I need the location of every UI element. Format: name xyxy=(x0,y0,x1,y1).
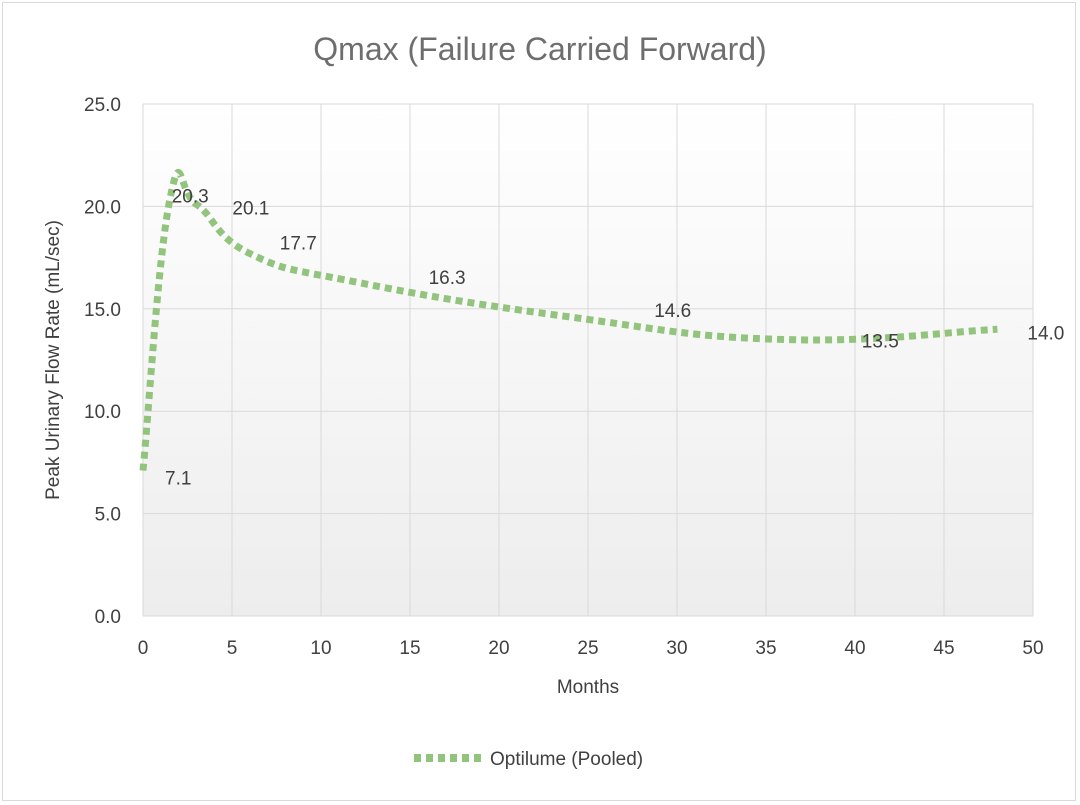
data-label: 13.5 xyxy=(862,332,899,353)
data-label: 16.3 xyxy=(429,268,466,289)
y-tick-label: 0.0 xyxy=(95,607,121,628)
y-tick-label: 20.0 xyxy=(84,197,121,218)
x-tick-label: 50 xyxy=(1022,638,1043,659)
y-tick-label: 5.0 xyxy=(95,505,121,526)
x-tick-label: 10 xyxy=(310,638,331,659)
series-line-optilume xyxy=(139,168,998,471)
y-tick-labels: 0.0 5.0 10.0 15.0 20.0 25.0 xyxy=(84,95,121,628)
x-tick-label: 30 xyxy=(666,638,687,659)
x-tick-label: 15 xyxy=(399,638,420,659)
data-label: 20.3 xyxy=(172,186,209,207)
series-layer xyxy=(139,168,998,471)
y-tick-label: 25.0 xyxy=(84,95,121,116)
x-tick-label: 40 xyxy=(844,638,865,659)
legend-label: Optilume (Pooled) xyxy=(490,749,643,770)
x-tick-label: 0 xyxy=(138,638,149,659)
x-axis-title: Months xyxy=(557,677,619,698)
y-tick-label: 10.0 xyxy=(84,402,121,423)
y-tick-label: 15.0 xyxy=(84,300,121,321)
data-label: 20.1 xyxy=(232,198,269,219)
x-tick-labels: 0 5 10 15 20 25 30 35 40 45 50 xyxy=(138,638,1044,659)
data-label: 14.0 xyxy=(1027,323,1064,344)
data-label: 7.1 xyxy=(165,469,191,490)
chart-title: Qmax (Failure Carried Forward) xyxy=(313,31,766,67)
data-label: 14.6 xyxy=(654,301,691,322)
data-labels: 7.1 20.3 20.1 17.7 16.3 14.6 13.5 14.0 xyxy=(165,186,1064,489)
x-tick-label: 20 xyxy=(488,638,509,659)
x-tick-label: 25 xyxy=(577,638,598,659)
x-tick-label: 35 xyxy=(755,638,776,659)
y-axis-title: Peak Urinary Flow Rate (mL/sec) xyxy=(43,220,64,500)
gridlines xyxy=(142,103,1034,617)
x-tick-label: 45 xyxy=(933,638,954,659)
x-tick-label: 5 xyxy=(227,638,238,659)
legend: Optilume (Pooled) xyxy=(414,749,643,770)
data-label: 17.7 xyxy=(280,234,317,255)
